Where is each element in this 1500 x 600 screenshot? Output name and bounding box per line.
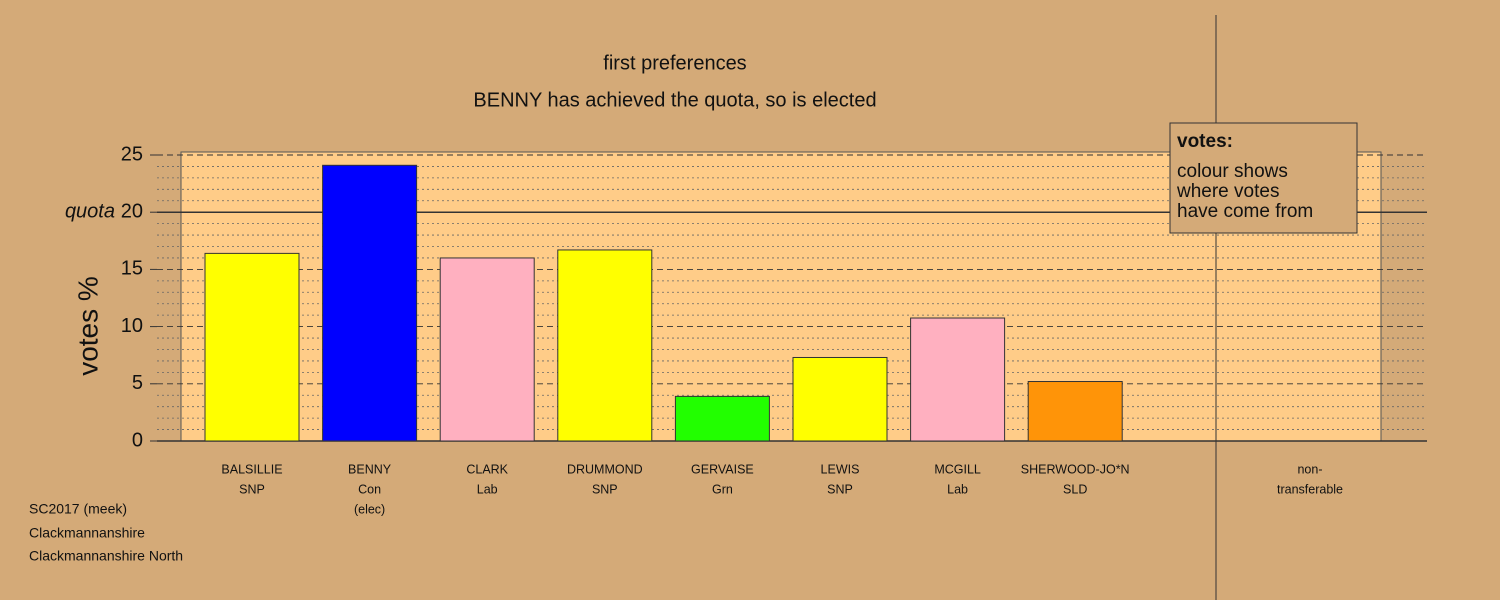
x-tick-label: DRUMMOND	[567, 462, 643, 476]
bar	[322, 164, 418, 442]
y-tick-label: 25	[121, 143, 143, 165]
footer-text: Clackmannanshire North	[29, 548, 183, 564]
x-tick-label: LEWIS	[821, 462, 860, 476]
x-tick-sublabel: Grn	[712, 482, 733, 496]
quota-label: quota	[65, 200, 115, 222]
x-tick-label: CLARK	[466, 462, 508, 476]
bar	[557, 249, 653, 442]
x-tick-sublabel: SLD	[1063, 482, 1087, 496]
chart-title: first preferences	[603, 52, 746, 74]
y-tick-label: 10	[121, 315, 143, 337]
x-tick-sublabel: SNP	[827, 482, 853, 496]
legend-box	[1169, 122, 1358, 234]
x-tick-label: SHERWOOD-JO*N	[1021, 462, 1130, 476]
y-tick-label: 15	[121, 258, 143, 280]
footer-text: Clackmannanshire	[29, 525, 145, 541]
bar	[792, 356, 888, 442]
bar	[910, 317, 1006, 442]
y-tick-label: 0	[132, 429, 143, 451]
x-tick-label: non-	[1297, 462, 1322, 476]
bar	[674, 395, 770, 442]
bar	[439, 257, 535, 442]
chart-subtitle: BENNY has achieved the quota, so is elec…	[473, 89, 876, 111]
x-tick-sublabel: SNP	[239, 482, 265, 496]
x-tick-sublabel: Lab	[477, 482, 498, 496]
x-tick-sublabel: SNP	[592, 482, 618, 496]
footer-text: SC2017 (meek)	[29, 501, 127, 517]
legend-text: have come from	[1177, 201, 1313, 222]
bar	[1027, 381, 1123, 442]
y-tick-label: 20	[121, 200, 143, 222]
x-tick-label: BENNY	[348, 462, 392, 476]
x-tick-sublabel: Lab	[947, 482, 968, 496]
legend-title: votes:	[1177, 131, 1233, 152]
bar	[204, 252, 300, 442]
elected-note: (elec)	[354, 502, 385, 516]
x-tick-label: BALSILLIE	[221, 462, 282, 476]
legend-text: colour shows	[1177, 161, 1288, 182]
x-tick-label: MCGILL	[934, 462, 981, 476]
x-tick-sublabel: transferable	[1277, 482, 1343, 496]
y-axis-label: votes %	[72, 276, 103, 376]
legend-text: where votes	[1176, 181, 1279, 202]
x-tick-label: GERVAISE	[691, 462, 754, 476]
x-tick-sublabel: Con	[358, 482, 381, 496]
y-tick-label: 5	[132, 372, 143, 394]
